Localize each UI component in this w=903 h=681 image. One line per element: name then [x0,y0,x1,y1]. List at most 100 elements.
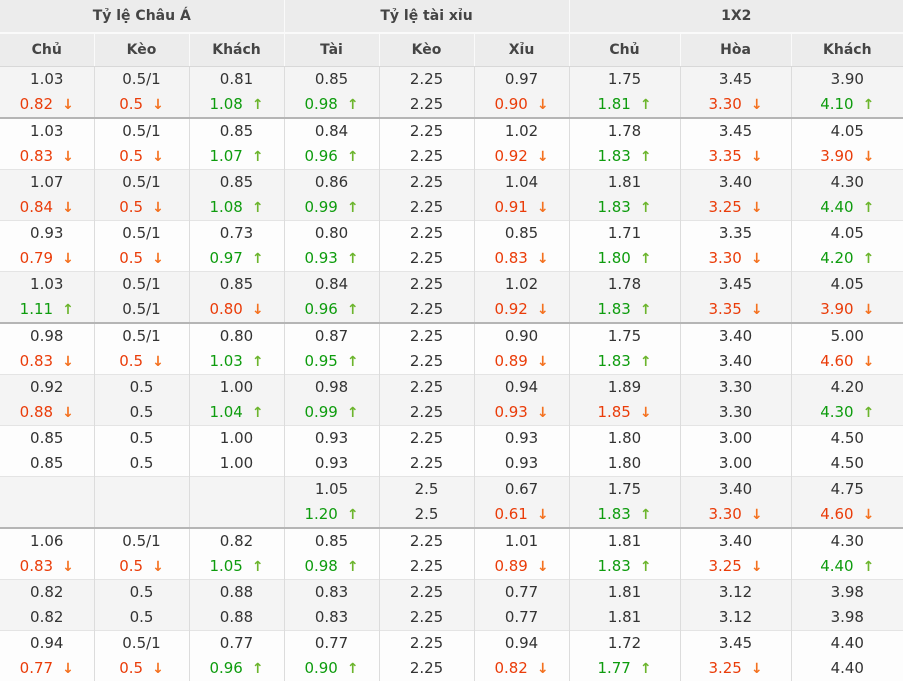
current-odds-value: 0.83↓ [475,246,569,271]
current-odds-value: 4.30↑ [792,400,903,425]
down-arrow-icon: ↓ [537,252,549,266]
current-odds-value: 0.82↓ [475,656,569,681]
column-header-row: Chủ Kèo Khách Tài Kèo Xỉu Chủ Hòa Khách [0,33,903,67]
opening-odds-value: 1.03 [0,272,94,297]
opening-odds-value: 0.93 [0,221,94,246]
opening-odds-value: 1.06 [0,529,94,554]
down-arrow-icon: ↓ [62,98,74,112]
opening-odds-value: 0.5/1 [95,221,189,246]
opening-odds-value: 0.77 [285,631,379,656]
current-odds-value: 3.25↓ [681,656,791,681]
opening-odds-value: 4.30 [792,170,903,195]
up-arrow-icon: ↑ [347,252,359,266]
current-odds-value: 3.40 [681,349,791,374]
opening-odds-value: 0.5/1 [95,272,189,297]
opening-odds-value: 2.25 [380,375,474,400]
down-arrow-icon: ↓ [751,662,763,676]
opening-odds-value: 0.85 [190,272,284,297]
current-odds-value: 1.00 [190,451,284,476]
current-odds-value: 3.90↓ [792,144,903,169]
current-odds-value: 0.90↓ [475,92,569,117]
up-arrow-icon: ↑ [347,201,359,215]
opening-odds-value: 1.71 [570,221,680,246]
up-arrow-icon: ↑ [640,662,652,676]
current-odds-value: 0.99↑ [285,195,379,220]
opening-odds-value: 1.00 [190,375,284,400]
opening-odds-value: 0.82 [0,580,94,605]
down-arrow-icon: ↓ [863,150,875,164]
down-arrow-icon: ↓ [152,98,164,112]
down-arrow-icon: ↓ [640,406,652,420]
down-arrow-icon: ↓ [62,201,74,215]
opening-odds-value: 0.88 [190,580,284,605]
opening-odds-value: 0.85 [285,529,379,554]
up-arrow-icon: ↑ [640,98,652,112]
opening-odds-value: 0.5/1 [95,67,189,92]
current-odds-value: 1.80 [570,451,680,476]
up-arrow-icon: ↑ [863,98,875,112]
down-arrow-icon: ↓ [751,201,763,215]
down-arrow-icon: ↓ [152,150,164,164]
up-arrow-icon: ↑ [347,662,359,676]
column-header-under: Xỉu [474,33,569,67]
opening-odds-value: 1.78 [570,119,680,144]
down-arrow-icon: ↓ [152,355,164,369]
column-header-over: Tài [284,33,379,67]
current-odds-value: 1.85↓ [570,400,680,425]
down-arrow-icon: ↓ [152,201,164,215]
opening-odds-value: 0.85 [475,221,569,246]
opening-odds-value: 3.90 [792,67,903,92]
up-arrow-icon: ↑ [640,252,652,266]
current-odds-value: 0.92↓ [475,144,569,169]
current-odds-value: 0.88↓ [0,400,94,425]
current-odds-value: 1.80↑ [570,246,680,271]
group-header-row: Tỷ lệ Châu Á Tỷ lệ tài xỉu 1X2 [0,0,903,33]
up-arrow-icon: ↑ [640,150,652,164]
up-arrow-icon: ↑ [347,560,359,574]
current-odds-value: 0.82 [0,605,94,630]
current-odds-value: 0.98↑ [285,554,379,579]
opening-odds-value: 0.98 [0,324,94,349]
opening-odds-value: 4.05 [792,119,903,144]
current-odds-value: 3.90↓ [792,297,903,322]
down-arrow-icon: ↓ [537,150,549,164]
opening-odds-value: 0.83 [285,580,379,605]
current-odds-value: 0.5↓ [95,554,189,579]
current-odds-value: 3.30↓ [681,246,791,271]
current-odds-value [95,502,189,527]
down-arrow-icon: ↓ [537,662,549,676]
opening-odds-value: 0.87 [285,324,379,349]
down-arrow-icon: ↓ [62,560,74,574]
down-arrow-icon: ↓ [751,560,763,574]
